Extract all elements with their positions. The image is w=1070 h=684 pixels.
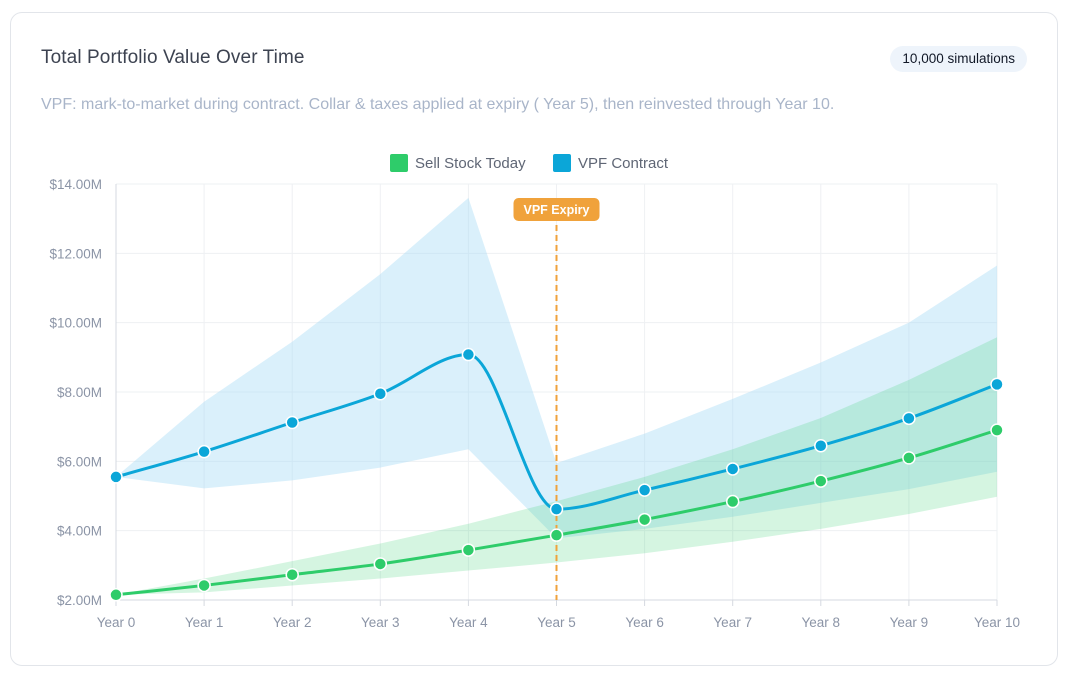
vpf-expiry-badge <box>513 198 600 221</box>
y-tick-label: $8.00M <box>57 385 102 400</box>
simulations-badge: 10,000 simulations <box>890 46 1027 72</box>
y-tick-label: $12.00M <box>49 246 102 261</box>
x-tick-label: Year 6 <box>625 615 664 630</box>
data-point[interactable] <box>814 438 828 453</box>
chart-subtitle: VPF: mark-to-market during contract. Col… <box>41 96 835 113</box>
data-point[interactable] <box>814 474 828 488</box>
x-tick-label: Year 0 <box>97 615 136 630</box>
vpf-expiry-label: VPF Expiry <box>524 203 590 217</box>
data-point[interactable] <box>637 512 652 527</box>
data-point[interactable] <box>285 567 299 582</box>
x-tick-label: Year 8 <box>802 615 841 630</box>
legend-swatch-sell-stock-today[interactable] <box>390 154 408 172</box>
chart-card: Total Portfolio Value Over Time 10,000 s… <box>10 12 1058 666</box>
data-point[interactable] <box>725 462 740 476</box>
x-tick-label: Year 5 <box>537 615 576 630</box>
x-tick-label: Year 7 <box>713 615 752 630</box>
y-tick-label: $4.00M <box>57 524 102 539</box>
data-point[interactable] <box>725 494 740 509</box>
band-vpf-contract <box>116 197 997 539</box>
x-tick-label: Year 10 <box>974 615 1020 630</box>
data-point[interactable] <box>197 444 211 459</box>
data-point[interactable] <box>902 451 916 465</box>
data-point[interactable] <box>197 578 211 593</box>
y-tick-label: $14.00M <box>49 177 102 192</box>
data-point[interactable] <box>637 483 652 497</box>
x-tick-label: Year 3 <box>361 615 400 630</box>
data-point[interactable] <box>902 411 916 426</box>
x-tick-label: Year 2 <box>273 615 312 630</box>
data-point[interactable] <box>461 543 476 557</box>
x-tick-label: Year 1 <box>185 615 224 630</box>
line-vpf-contract <box>114 353 999 511</box>
data-point[interactable] <box>990 377 1004 392</box>
x-tick-label: Year 9 <box>890 615 929 630</box>
data-point[interactable] <box>109 470 123 484</box>
data-point[interactable] <box>373 386 388 401</box>
data-point[interactable] <box>285 415 299 430</box>
data-point[interactable] <box>461 347 476 362</box>
legend-swatch-vpf-contract[interactable] <box>553 154 571 172</box>
chart-title: Total Portfolio Value Over Time <box>41 47 305 68</box>
legend-label-vpf-contract[interactable]: VPF Contract <box>578 155 669 172</box>
data-point[interactable] <box>109 588 123 602</box>
y-tick-label: $6.00M <box>57 454 102 469</box>
band-sell-stock-today <box>116 337 997 595</box>
y-tick-label: $2.00M <box>57 593 102 608</box>
legend-label-sell-stock-today[interactable]: Sell Stock Today <box>415 155 526 172</box>
y-tick-label: $10.00M <box>49 316 102 331</box>
data-point[interactable] <box>373 557 388 571</box>
data-point[interactable] <box>549 528 564 542</box>
data-point[interactable] <box>990 423 1004 437</box>
x-tick-label: Year 4 <box>449 615 488 630</box>
data-point[interactable] <box>549 502 564 516</box>
